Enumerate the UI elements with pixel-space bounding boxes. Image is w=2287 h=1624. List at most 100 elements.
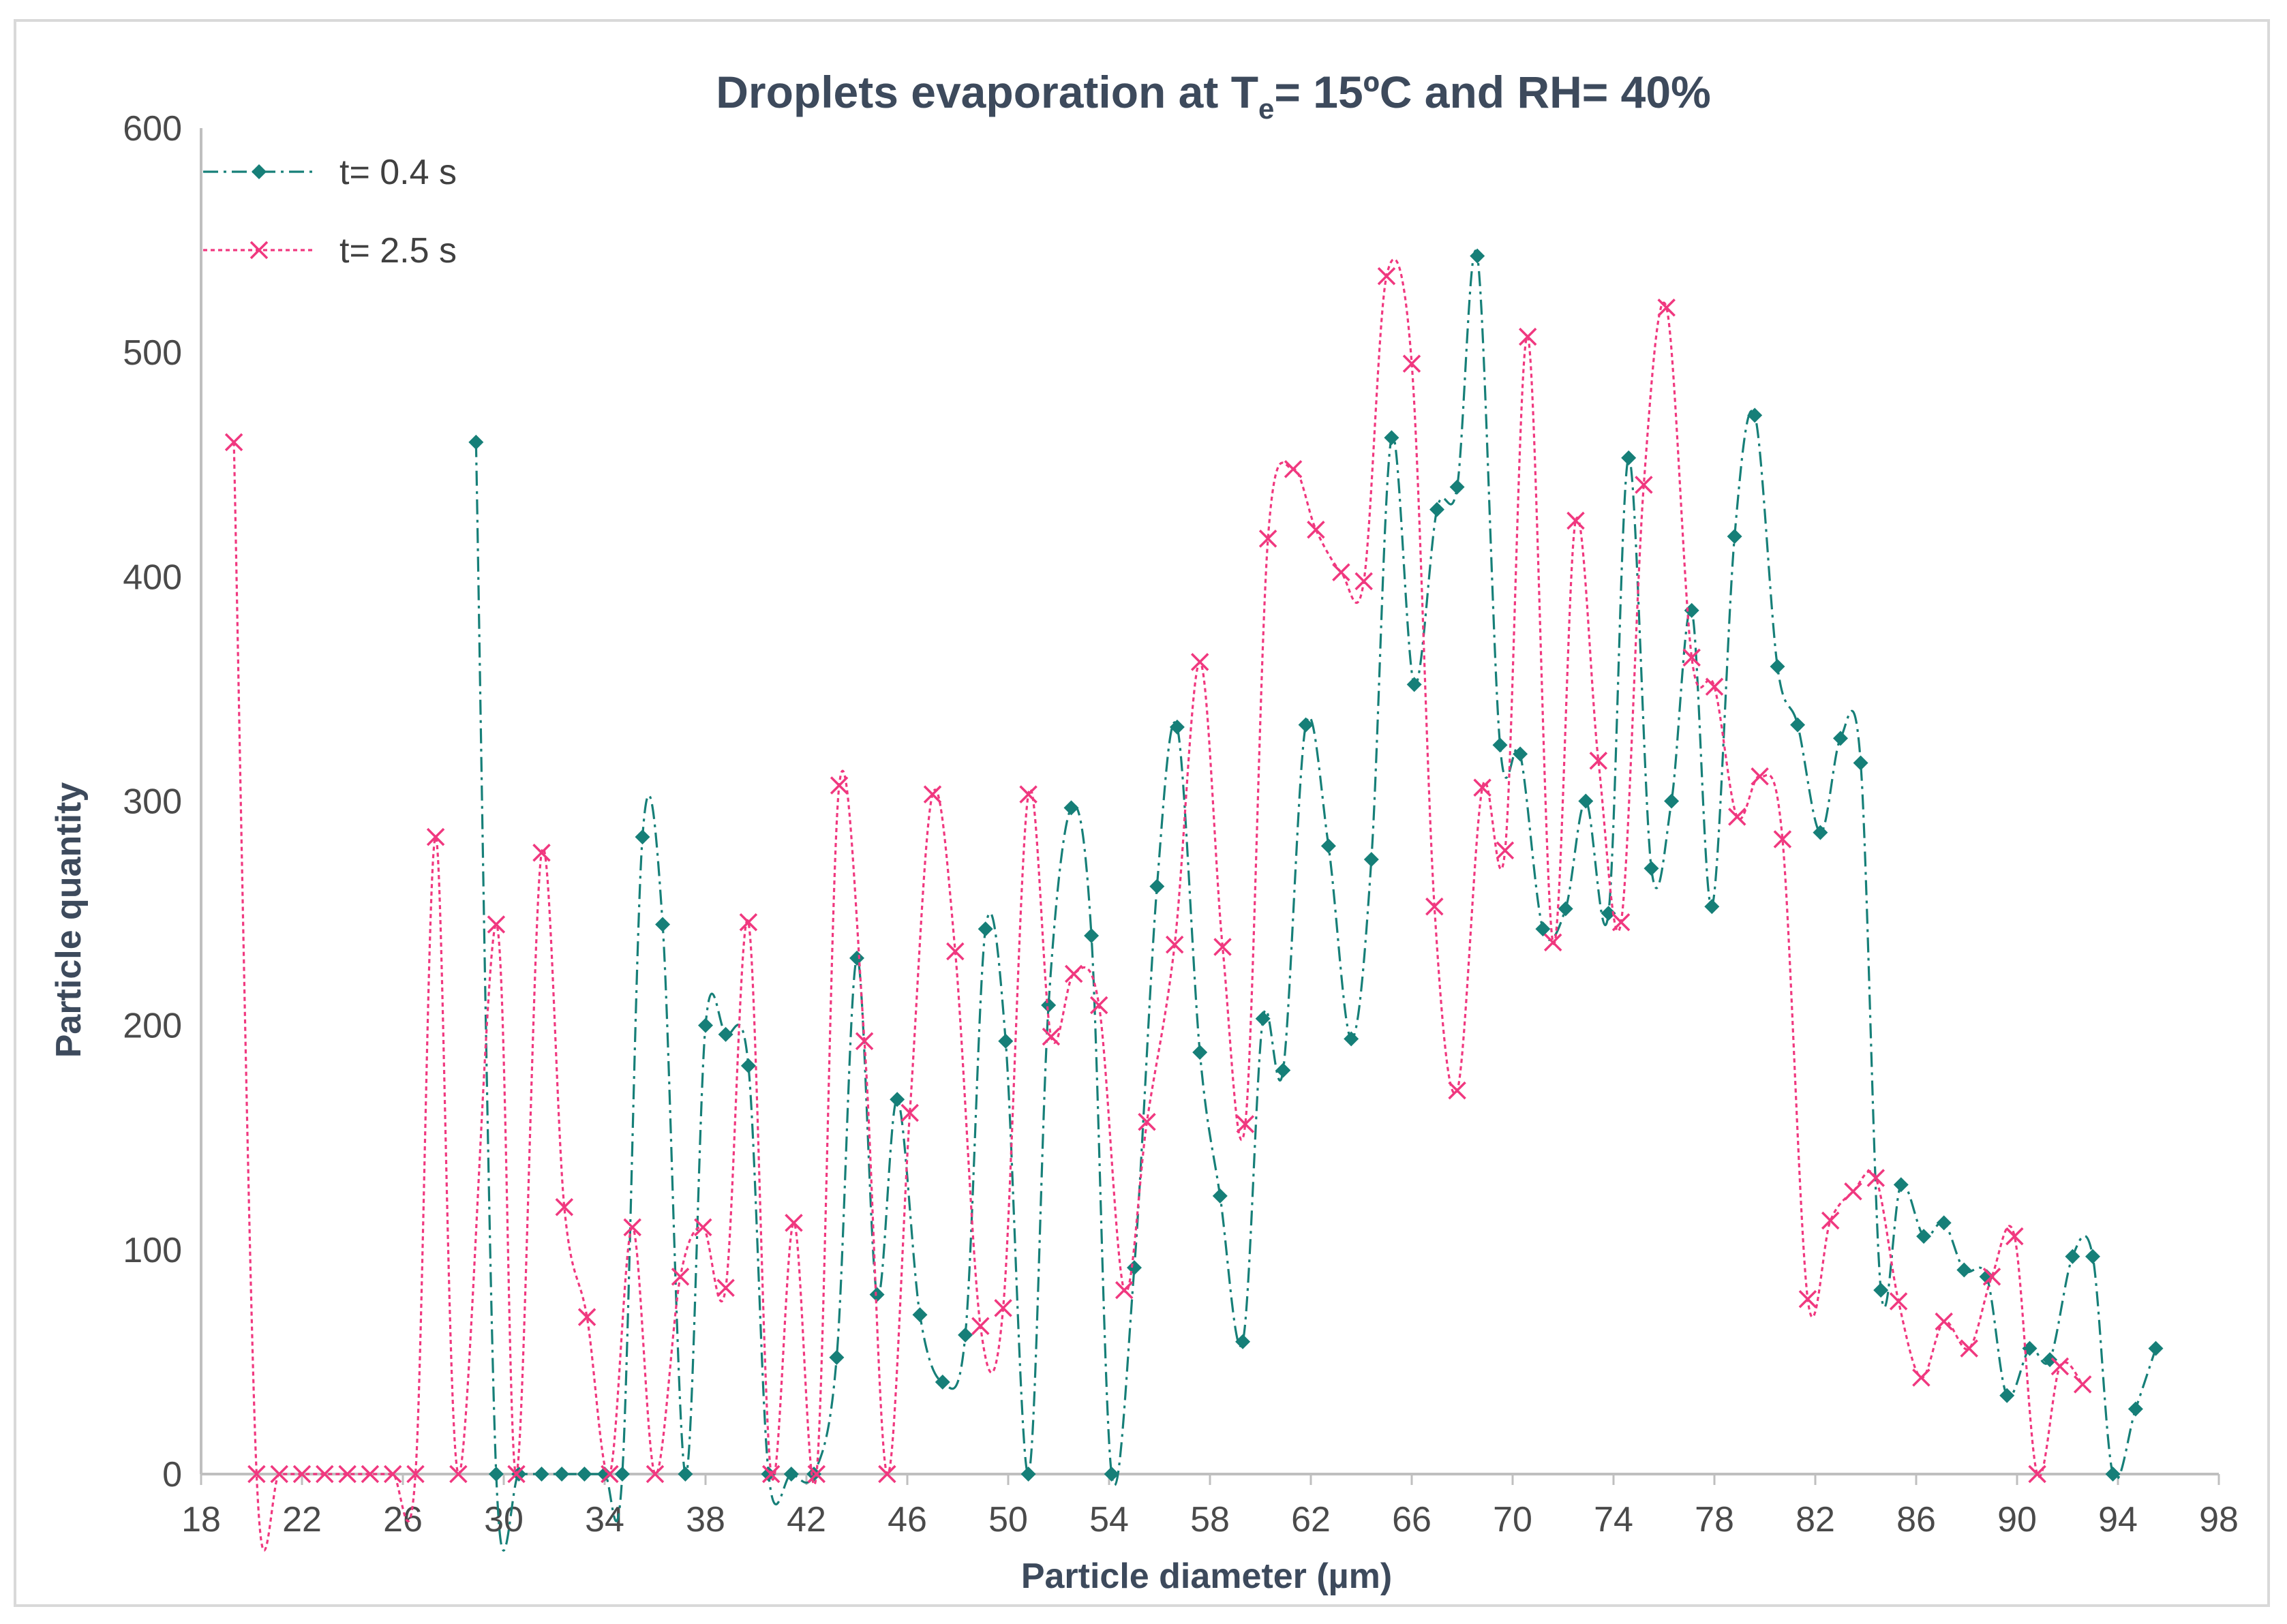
data-point	[1853, 755, 1868, 771]
data-point	[2085, 1248, 2100, 1264]
data-point	[635, 829, 650, 845]
data-point	[1104, 1467, 1119, 1482]
data-point	[761, 1465, 781, 1484]
data-point	[785, 1214, 803, 1232]
x-tick-label: 46	[888, 1500, 927, 1539]
data-point	[555, 1198, 574, 1216]
data-point	[849, 950, 864, 966]
data-point	[869, 1287, 885, 1302]
data-point	[1798, 1290, 1817, 1308]
data-point	[1682, 648, 1701, 667]
data-point	[716, 1278, 735, 1298]
data-point	[1813, 825, 1828, 840]
data-point	[1578, 793, 1594, 809]
data-point	[998, 1033, 1014, 1049]
data-point	[383, 1465, 402, 1484]
data-point	[1751, 767, 1769, 786]
x-tick-label: 42	[787, 1500, 826, 1539]
data-point	[577, 1308, 596, 1326]
data-point	[1084, 928, 1100, 943]
data-point	[1115, 1281, 1134, 1300]
data-point	[671, 1268, 690, 1286]
data-point	[1236, 1115, 1255, 1133]
data-point	[1320, 838, 1336, 854]
data-point	[1190, 653, 1209, 671]
data-point	[2073, 1375, 2092, 1394]
data-point	[1332, 563, 1350, 581]
data-point	[935, 1375, 950, 1390]
data-point	[554, 1467, 570, 1482]
data-point	[1821, 1211, 1840, 1230]
data-point	[1566, 511, 1585, 530]
data-point	[958, 1327, 973, 1343]
data-point	[1936, 1215, 1952, 1231]
x-tick-label: 54	[1089, 1500, 1129, 1539]
x-tick-label: 90	[1997, 1500, 2037, 1539]
data-point	[292, 1465, 312, 1484]
data-point	[338, 1465, 357, 1484]
data-point	[1912, 1368, 1930, 1387]
data-point	[1063, 800, 1079, 816]
x-tick-label: 18	[181, 1500, 221, 1539]
data-point	[900, 1103, 919, 1122]
data-point	[1657, 298, 1676, 317]
data-point	[2105, 1467, 2121, 1482]
series-layer	[224, 248, 2164, 1552]
data-point	[507, 1465, 526, 1484]
data-point	[1473, 778, 1491, 797]
data-point	[1833, 731, 1848, 746]
y-tick-label: 200	[123, 1007, 182, 1046]
series-line	[232, 258, 2084, 1552]
data-point	[807, 1465, 826, 1484]
x-tick-label: 78	[1695, 1500, 1734, 1539]
data-point	[361, 1465, 380, 1484]
data-point	[1149, 878, 1165, 894]
data-point	[511, 1467, 527, 1482]
data-point	[247, 1465, 266, 1484]
data-point	[806, 1467, 822, 1482]
data-point	[1258, 530, 1277, 548]
data-point	[1589, 752, 1608, 770]
data-point	[829, 1349, 845, 1365]
data-point	[1844, 1182, 1862, 1201]
data-point	[1684, 602, 1699, 618]
data-point	[614, 1467, 630, 1482]
data-point	[623, 1218, 641, 1237]
chart-title: Droplets evaporation at Te= 15ºC and RH=…	[716, 67, 1711, 125]
data-point	[426, 827, 445, 846]
data-point	[1790, 717, 1806, 733]
data-point	[2042, 1352, 2058, 1368]
data-point	[1601, 906, 1616, 921]
x-tick-label: 50	[988, 1500, 1028, 1539]
data-point	[1893, 1177, 1909, 1193]
data-point	[1169, 719, 1185, 735]
data-point	[783, 1467, 799, 1482]
data-point	[1704, 899, 1720, 915]
x-tick-label: 66	[1392, 1500, 1432, 1539]
data-point	[2005, 1227, 2024, 1246]
y-axis-title: Particle quantity	[49, 782, 89, 1058]
data-point	[449, 1465, 468, 1484]
data-point	[1916, 1229, 1932, 1244]
data-point	[468, 434, 484, 450]
data-point	[2127, 1401, 2143, 1417]
data-point	[2148, 1340, 2164, 1356]
data-point	[1402, 354, 1421, 373]
data-point	[1935, 1312, 1953, 1331]
data-point	[1406, 677, 1422, 692]
data-point	[1705, 677, 1724, 696]
x-tick-label: 94	[2098, 1500, 2138, 1539]
data-point	[1999, 1388, 2015, 1403]
data-point	[694, 1218, 712, 1237]
data-point	[878, 1465, 896, 1484]
x-tick-label: 62	[1291, 1500, 1331, 1539]
data-point	[830, 776, 849, 795]
data-point	[646, 1465, 665, 1484]
data-point	[1042, 1027, 1061, 1046]
data-point	[971, 1317, 990, 1335]
data-point	[532, 843, 551, 862]
y-tick-label: 0	[162, 1455, 182, 1495]
data-point	[1127, 1260, 1142, 1276]
x-tick-label: 30	[484, 1500, 524, 1539]
